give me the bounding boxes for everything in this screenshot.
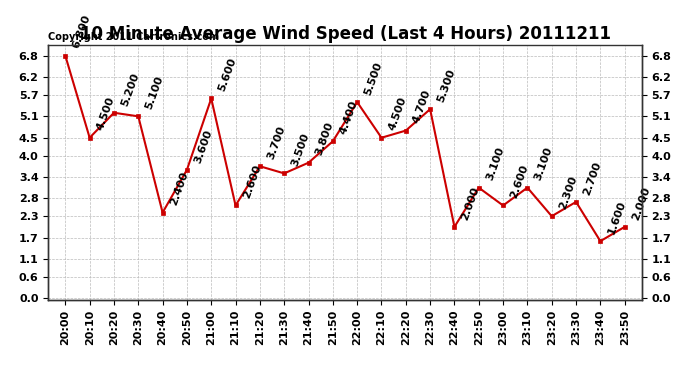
Text: 2.400: 2.400 (168, 171, 190, 207)
Text: 3.100: 3.100 (533, 146, 554, 182)
Text: 4.500: 4.500 (387, 96, 408, 132)
Text: 4.700: 4.700 (411, 88, 433, 125)
Text: 2.600: 2.600 (241, 164, 262, 200)
Text: 5.500: 5.500 (363, 60, 384, 96)
Title: 10 Minute Average Wind Speed (Last 4 Hours) 20111211: 10 Minute Average Wind Speed (Last 4 Hou… (79, 26, 611, 44)
Text: 6.800: 6.800 (71, 14, 92, 50)
Text: 4.400: 4.400 (338, 99, 360, 136)
Text: 3.100: 3.100 (484, 146, 506, 182)
Text: 5.300: 5.300 (435, 68, 457, 104)
Text: 5.100: 5.100 (144, 75, 165, 111)
Text: 3.800: 3.800 (314, 121, 335, 157)
Text: 3.600: 3.600 (193, 128, 214, 164)
Text: 1.600: 1.600 (606, 199, 627, 236)
Text: 5.600: 5.600 (217, 57, 238, 93)
Text: Copyright 2011 Cartronics.com: Copyright 2011 Cartronics.com (48, 33, 219, 42)
Text: 5.200: 5.200 (119, 71, 141, 107)
Text: 2.000: 2.000 (460, 185, 482, 221)
Text: 2.300: 2.300 (558, 174, 579, 211)
Text: 2.600: 2.600 (509, 164, 530, 200)
Text: 4.500: 4.500 (95, 96, 117, 132)
Text: 3.700: 3.700 (266, 124, 287, 161)
Text: 3.500: 3.500 (290, 132, 311, 168)
Text: 2.700: 2.700 (582, 160, 603, 196)
Text: 2.000: 2.000 (630, 185, 651, 221)
